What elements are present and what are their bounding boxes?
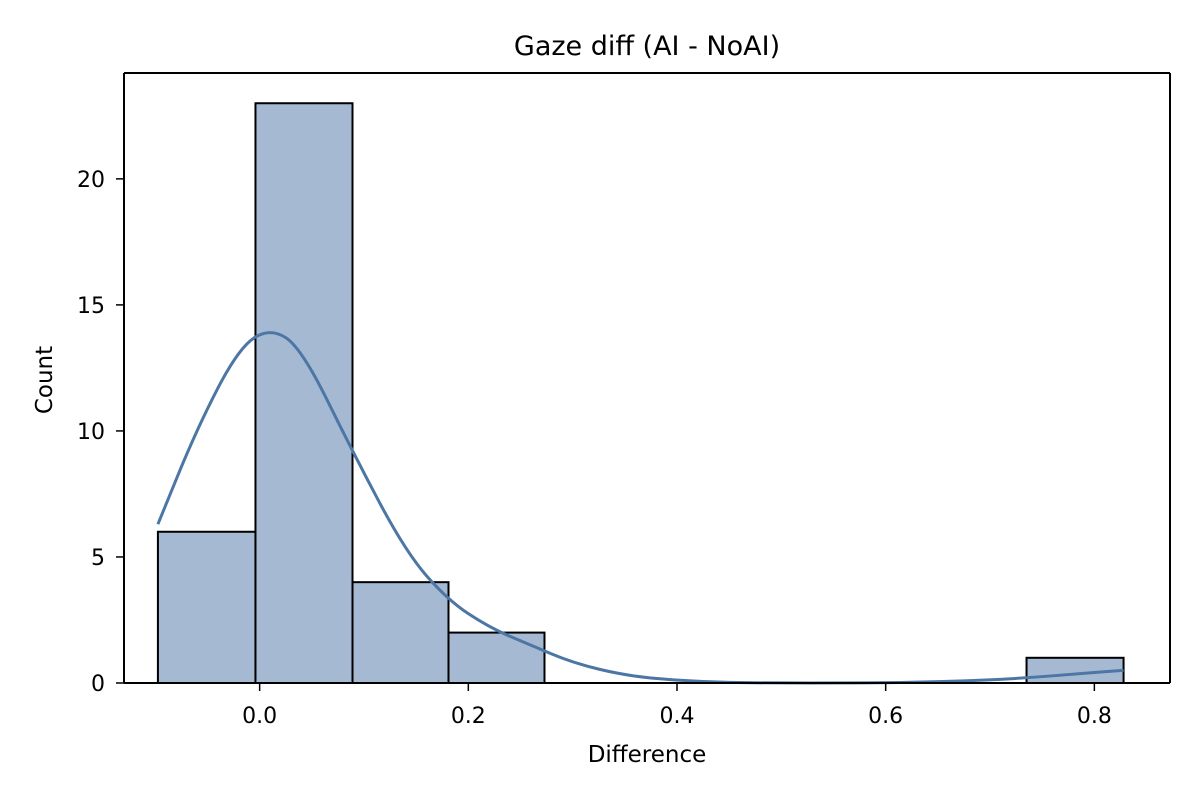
y-tick-label: 15 bbox=[77, 294, 105, 319]
axes-frame bbox=[123, 72, 1171, 684]
y-tick-label: 20 bbox=[77, 168, 105, 193]
x-ticks-layer: 0.0 0.2 0.4 0.6 0.8 bbox=[242, 683, 1112, 729]
x-tick-label: 0.0 bbox=[242, 704, 277, 729]
x-axis-label: Difference bbox=[588, 742, 707, 768]
y-tick-label: 10 bbox=[77, 420, 105, 445]
y-ticks-layer: 0 5 10 15 20 bbox=[77, 168, 124, 697]
x-tick-label: 0.6 bbox=[868, 704, 903, 729]
kde-line bbox=[156, 331, 1126, 685]
x-tick-label: 0.4 bbox=[659, 704, 694, 729]
x-tick-label: 0.8 bbox=[1077, 704, 1112, 729]
y-tick-label: 5 bbox=[91, 546, 105, 571]
histogram-bar bbox=[447, 631, 546, 685]
y-tick-label: 0 bbox=[91, 672, 105, 697]
histogram-bar bbox=[254, 102, 354, 685]
histogram-bar bbox=[351, 581, 450, 685]
histogram-bar bbox=[156, 530, 257, 684]
x-tick-label: 0.2 bbox=[451, 704, 486, 729]
y-axis-label: Count bbox=[32, 346, 58, 414]
chart-title: Gaze diff (AI - NoAI) bbox=[514, 31, 780, 62]
